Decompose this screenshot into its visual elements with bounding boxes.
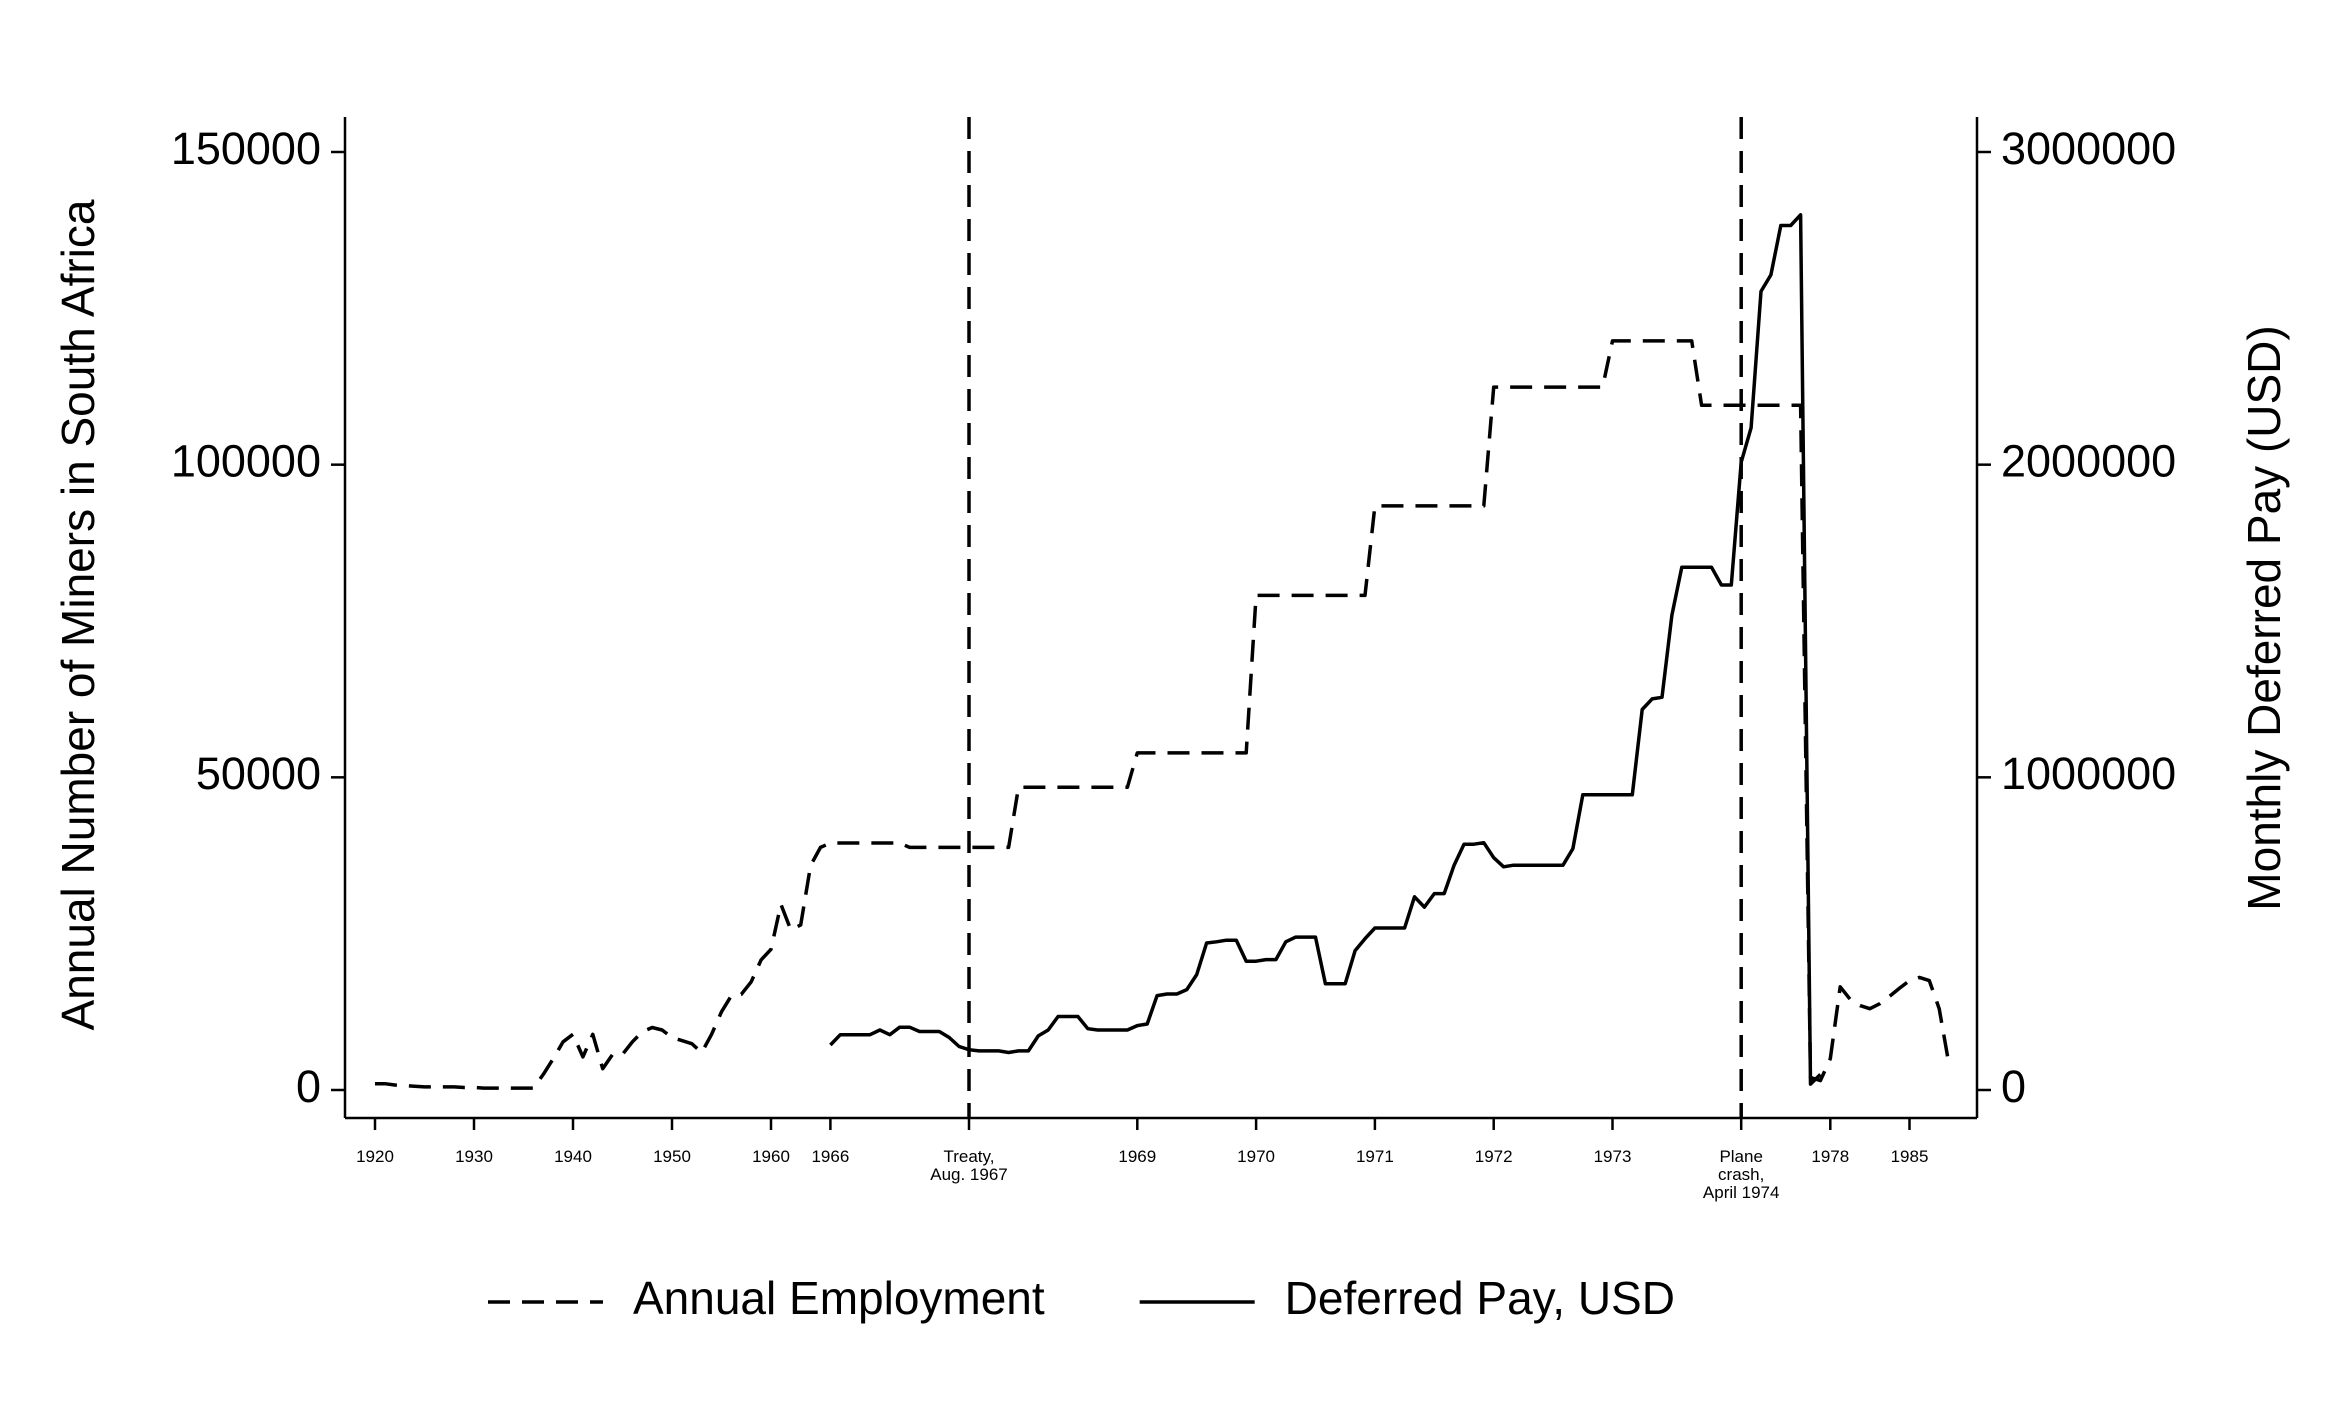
x-tick-label: 1940 (554, 1147, 592, 1166)
x-tick-label: 1973 (1593, 1147, 1632, 1166)
x-tick-label: 1985 (1890, 1147, 1929, 1166)
x-tick-label: 1972 (1474, 1147, 1513, 1166)
y-tick-label: 50000 (196, 748, 321, 799)
x-tick-label: Plane crash, April 1974 (1702, 1147, 1780, 1202)
x-tick-label: 1966 (811, 1147, 850, 1166)
legend-label: Deferred Pay, USD (1285, 1272, 1675, 1324)
legend-label: Annual Employment (633, 1272, 1045, 1324)
x-tick-label: 1978 (1811, 1147, 1850, 1166)
y2-tick-label: 0 (2001, 1061, 2026, 1112)
y2-tick-label: 2000000 (2001, 436, 2176, 487)
x-tick-label: 1930 (455, 1147, 493, 1166)
y2-tick-label: 3000000 (2001, 123, 2176, 174)
y2-tick-label: 1000000 (2001, 748, 2176, 799)
x-tick-label: 1950 (653, 1147, 691, 1166)
x-tick-label: 1969 (1118, 1147, 1157, 1166)
x-tick-label: 1920 (356, 1147, 394, 1166)
x-tick-label: 1970 (1237, 1147, 1275, 1166)
x-tick-label: 1960 (752, 1147, 790, 1166)
y-tick-label: 0 (296, 1061, 321, 1112)
x-tick-label: Treaty, Aug. 1967 (930, 1147, 1008, 1184)
x-tick-label: 1971 (1355, 1147, 1394, 1166)
y-tick-label: 100000 (171, 436, 321, 487)
series-line (829, 213, 1822, 1086)
y-axis-title: Annual Number of Miners in South Africa (52, 199, 104, 1030)
series-line (375, 339, 1951, 1090)
y-tick-label: 150000 (171, 123, 321, 174)
y2-axis-title: Monthly Deferred Pay (USD) (2238, 325, 2290, 910)
